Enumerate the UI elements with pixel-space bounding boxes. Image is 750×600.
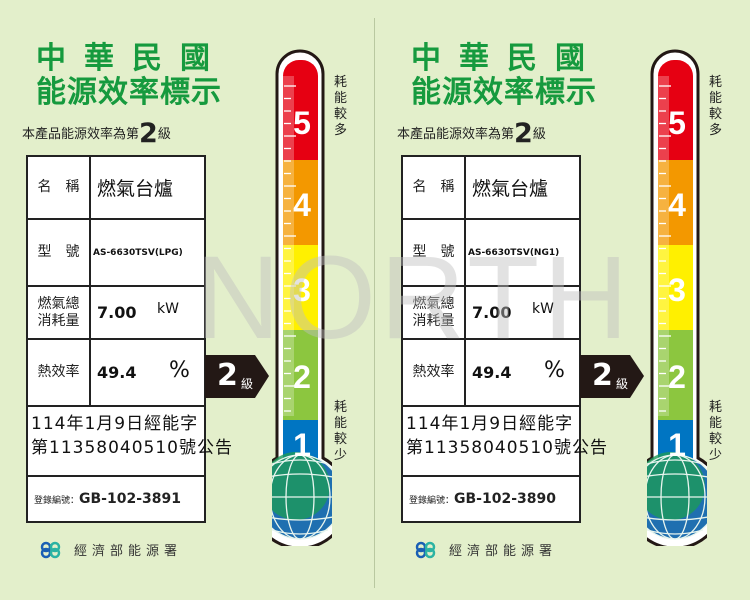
ministry-emblem-icon: [40, 541, 61, 558]
efficiency-thermometer: 5 4 3 2 1: [250, 46, 350, 550]
level-4-label: 4: [293, 187, 311, 223]
model-key: 型 號: [403, 220, 466, 285]
notice-line1: 114年1月9日經能字: [406, 414, 574, 434]
label-divider: [374, 18, 375, 588]
row-model: 型 號 AS-6630TSV(LPG): [28, 220, 204, 287]
level-5-label: 5: [293, 105, 311, 141]
consumption-key: 燃氣總消耗量: [403, 287, 466, 338]
efficiency-thermometer: 5 4 3 2 1: [625, 46, 725, 550]
efficiency-unit: %: [544, 358, 565, 383]
name-value: 燃氣台爐: [97, 178, 174, 200]
arrow-grade: 2: [217, 358, 238, 393]
level-4-segment: [658, 160, 693, 245]
arrow-grade-suffix: 級: [616, 377, 629, 391]
name-key: 名 稱: [28, 157, 91, 218]
consumption-key: 燃氣總消耗量: [28, 287, 91, 338]
scale-more-label: 耗能較多: [334, 75, 348, 138]
row-notice: 114年1月9日經能字第11358040510號公告: [403, 407, 607, 477]
spec-table: 名 稱燃氣台爐 型 號 AS-6630TSV(NG1) 燃氣總消耗量 7.00 kW …: [401, 155, 607, 523]
level-5-label: 5: [668, 105, 686, 141]
level-2-segment: [658, 330, 693, 420]
scale-more-label: 耗能較多: [709, 75, 723, 138]
level-2-segment: [283, 330, 318, 420]
ministry-logo: 經濟部能源署: [40, 540, 182, 559]
row-consumption: 燃氣總消耗量 7.00 kW: [403, 287, 579, 340]
efficiency-key: 熱效率: [28, 340, 91, 405]
consumption-value: 7.00: [97, 303, 137, 322]
row-name: 名 稱燃氣台爐: [28, 157, 204, 220]
level-3-label: 3: [293, 272, 311, 308]
row-model: 型 號 AS-6630TSV(NG1): [403, 220, 579, 287]
row-registration: 登錄編號： GB-102-3891: [28, 477, 204, 521]
ministry-name: 經濟部能源署: [74, 544, 183, 559]
consumption-unit: kW: [157, 301, 179, 317]
name-key: 名 稱: [403, 157, 466, 218]
model-value: AS-6630TSV(LPG): [93, 247, 183, 258]
ministry-logo: 經濟部能源署: [415, 540, 557, 559]
reg-number: GB-102-3890: [454, 491, 556, 507]
consumption-value: 7.00: [472, 303, 512, 322]
notice-line1: 114年1月9日經能字: [31, 414, 199, 434]
level-2-label: 2: [293, 359, 311, 395]
arrow-grade-suffix: 級: [241, 377, 254, 391]
level-4-label: 4: [668, 187, 686, 223]
notice-line2: 第11358040510號公告: [406, 438, 608, 458]
model-value: AS-6630TSV(NG1): [468, 247, 560, 258]
row-efficiency: 熱效率 49.4%: [28, 340, 204, 407]
level-3-segment: [283, 245, 318, 330]
scale-less-label: 耗能較少: [709, 400, 723, 463]
level-3-segment: [658, 245, 693, 330]
efficiency-value: 49.4: [472, 363, 512, 382]
energy-label-2: 中華民國 能源效率標示 本產品能源效率為第2級 名 稱燃氣台爐 型 號 AS-66…: [375, 0, 750, 600]
efficiency-value: 49.4: [97, 363, 137, 382]
grade-statement: 本產品能源效率為第2級: [22, 118, 171, 149]
name-value: 燃氣台爐: [472, 178, 549, 200]
row-name: 名 稱燃氣台爐: [403, 157, 579, 220]
title-line2: 能源效率標示: [36, 75, 222, 110]
grade-number: 2: [514, 118, 533, 149]
title-line1: 中華民國: [36, 41, 228, 76]
efficiency-unit: %: [169, 358, 190, 383]
notice-line2: 第11358040510號公告: [31, 438, 233, 458]
level-2-label: 2: [668, 359, 686, 395]
grade-suffix: 級: [532, 127, 546, 142]
row-registration: 登錄編號： GB-102-3890: [403, 477, 579, 521]
reg-key: 登錄編號：: [34, 495, 80, 506]
spec-table: 名 稱燃氣台爐 型 號 AS-6630TSV(LPG) 燃氣總消耗量 7.00 kW …: [26, 155, 232, 523]
grade-number: 2: [139, 118, 158, 149]
model-key: 型 號: [28, 220, 91, 285]
grade-suffix: 級: [157, 127, 171, 142]
row-consumption: 燃氣總消耗量 7.00 kW: [28, 287, 204, 340]
grade-prefix: 本產品能源效率為第: [397, 127, 515, 142]
level-1-label: 1: [668, 427, 686, 463]
grade-statement: 本產品能源效率為第2級: [397, 118, 546, 149]
reg-number: GB-102-3891: [79, 491, 181, 507]
grade-prefix: 本產品能源效率為第: [22, 127, 140, 142]
ministry-emblem-icon: [415, 541, 436, 558]
title-line2: 能源效率標示: [411, 75, 597, 110]
title-line1: 中華民國: [411, 41, 603, 76]
level-1-label: 1: [293, 427, 311, 463]
ministry-name: 經濟部能源署: [449, 544, 558, 559]
efficiency-key: 熱效率: [403, 340, 466, 405]
level-3-label: 3: [668, 272, 686, 308]
reg-key: 登錄編號：: [409, 495, 455, 506]
scale-less-label: 耗能較少: [334, 400, 348, 463]
energy-label-1: 中華民國 能源效率標示 本產品能源效率為第2級 名 稱燃氣台爐 型 號 AS-66…: [22, 41, 350, 559]
row-notice: 114年1月9日經能字第11358040510號公告: [28, 407, 232, 477]
row-efficiency: 熱效率 49.4%: [403, 340, 579, 407]
arrow-grade: 2: [592, 358, 613, 393]
level-4-segment: [283, 160, 318, 245]
consumption-unit: kW: [532, 301, 554, 317]
